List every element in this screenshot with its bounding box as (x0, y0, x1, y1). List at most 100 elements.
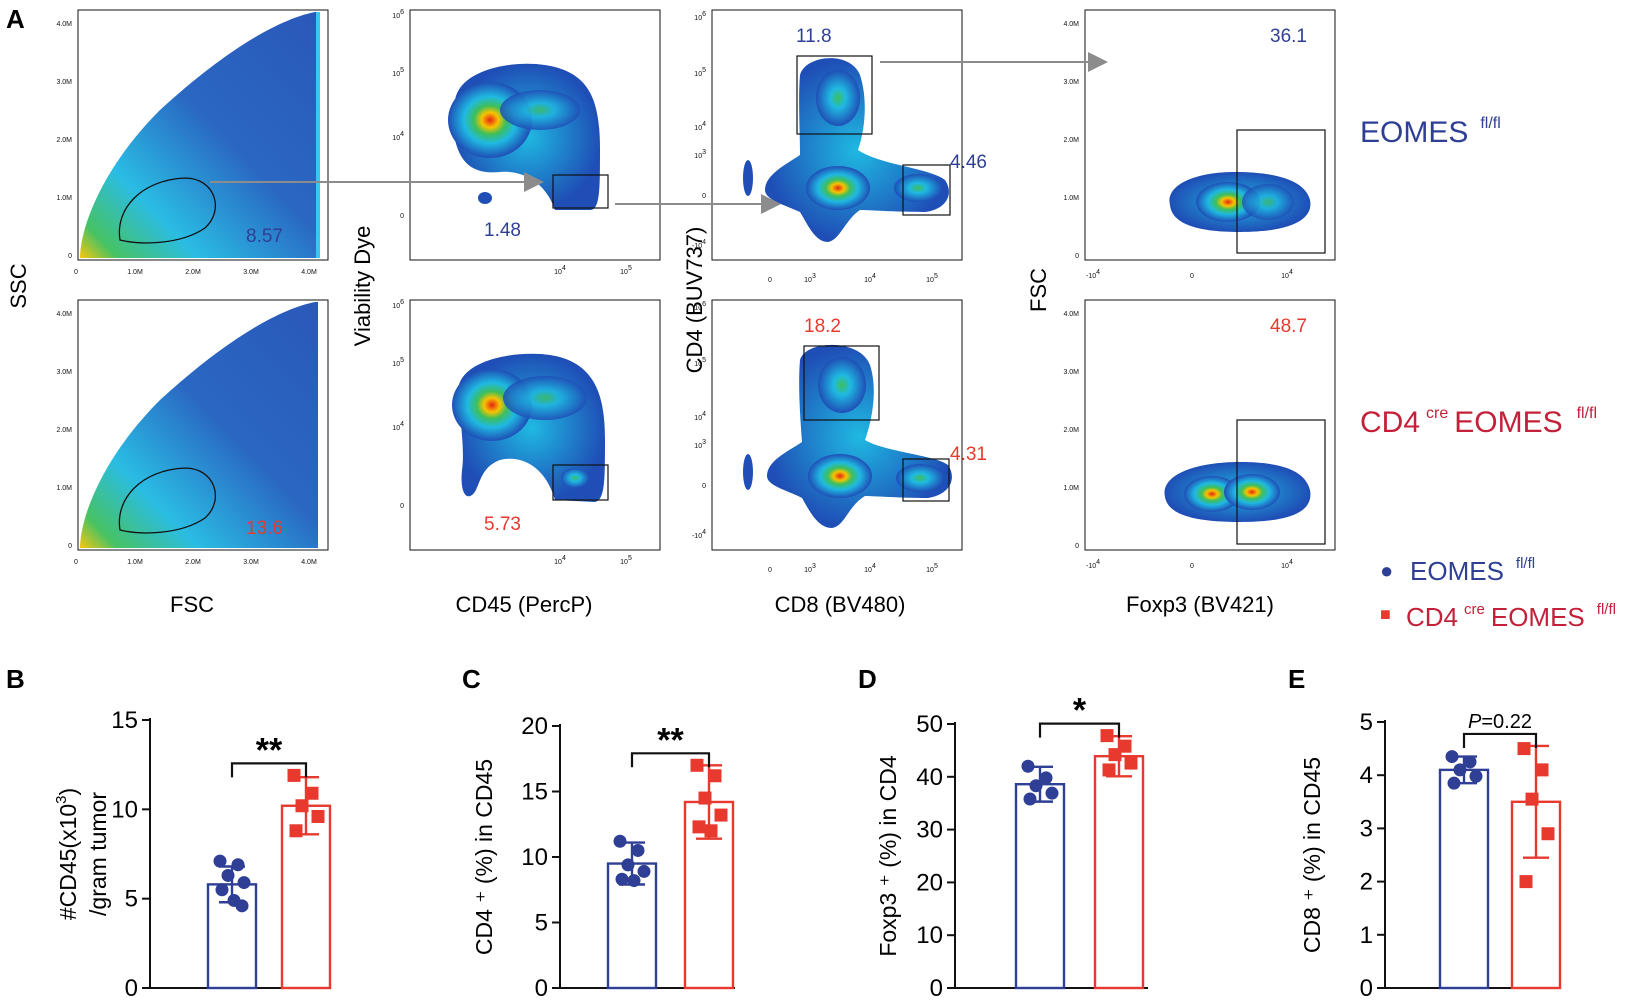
svg-text:2.0M: 2.0M (1063, 427, 1079, 434)
svg-text:105: 105 (694, 357, 706, 368)
svg-text:1.0M: 1.0M (127, 269, 143, 276)
svg-text:-104: -104 (1086, 269, 1100, 280)
y-tick-label: 10 (111, 796, 138, 823)
pct-label: 4.46 (950, 152, 987, 173)
svg-text:104: 104 (864, 563, 876, 574)
svg-text:0: 0 (68, 253, 72, 260)
flow-col1-xlabel: FSC (170, 592, 214, 617)
data-point (1102, 763, 1116, 777)
gate-cd4-bottom (803, 345, 880, 421)
svg-text:2.0M: 2.0M (56, 427, 72, 434)
legend-marker-square: ■ (1380, 604, 1391, 624)
legend-marker-circle: ● (1380, 558, 1393, 583)
y-tick-label: 2 (1360, 869, 1373, 896)
data-point (692, 820, 706, 834)
svg-text:-104: -104 (692, 239, 706, 250)
data-point (221, 868, 235, 882)
data-point (1023, 792, 1037, 806)
svg-text:103: 103 (804, 563, 816, 574)
svg-text:0: 0 (400, 503, 404, 510)
data-point (690, 758, 704, 772)
data-point (213, 854, 227, 868)
svg-text:4.0M: 4.0M (301, 559, 317, 566)
significance-label: * (1073, 692, 1087, 730)
svg-text:105: 105 (694, 67, 706, 78)
data-point (1029, 779, 1043, 793)
svg-text:105: 105 (926, 273, 938, 284)
flow-col2-ylabel: Viability Dye (350, 226, 375, 347)
svg-text:4.0M: 4.0M (56, 311, 72, 318)
svg-text:-104: -104 (1086, 559, 1100, 570)
data-point (287, 768, 301, 782)
pct-label: 18.2 (804, 316, 841, 337)
svg-text:106: 106 (392, 299, 404, 310)
y-tick-label: 0 (535, 975, 548, 1002)
gate-live-cd45-bottom (552, 464, 609, 501)
y-tick-label: 40 (916, 764, 943, 791)
flow-fsc-ssc-top: 8.57 0 1.0M 2.0M 3.0M 4.0M 0 1.0M 2.0M 3… (56, 9, 329, 276)
svg-text:0: 0 (400, 213, 404, 220)
svg-text:2.0M: 2.0M (56, 137, 72, 144)
data-point (237, 876, 251, 890)
data-point (1045, 786, 1059, 800)
flow-cd45-viability-bottom: 5.73 104 105 0 104 105 106 (392, 299, 661, 566)
flow-fsc-ssc-bottom: 13.6 0 1.0M 2.0M 3.0M 4.0M 0 1.0M 2.0M 3… (56, 299, 329, 566)
panel-letter-c: C (462, 664, 481, 694)
svg-text:2.0M: 2.0M (1063, 137, 1079, 144)
data-point (1445, 750, 1459, 764)
flow-cd8-cd4-bottom: 18.2 4.31 0 103 104 105 -104 0 103 104 1… (692, 299, 987, 574)
svg-text:104: 104 (392, 131, 404, 142)
pct-label: 4.31 (950, 444, 987, 465)
y-axis-label: CD8 ⁺ (%) in CD45 (1299, 757, 1325, 953)
y-tick-label: 5 (535, 910, 548, 937)
data-point (1124, 756, 1138, 770)
data-point (1100, 729, 1114, 743)
svg-text:104: 104 (554, 265, 566, 276)
data-point (698, 791, 712, 805)
svg-text:1.0M: 1.0M (1063, 485, 1079, 492)
significance-bracket (230, 762, 308, 778)
svg-text:2.0M: 2.0M (185, 559, 201, 566)
svg-text:3.0M: 3.0M (56, 369, 72, 376)
gate-live-cd45-top (552, 174, 609, 209)
svg-text:0: 0 (1190, 273, 1194, 280)
gate-cd4-top (796, 55, 873, 135)
svg-text:3.0M: 3.0M (56, 79, 72, 86)
svg-text:0: 0 (74, 269, 78, 276)
flow-col1-ylabel: SSC (6, 263, 31, 308)
svg-text:104: 104 (694, 411, 706, 422)
y-tick-label: 10 (521, 844, 548, 871)
flow-col4-xlabel: Foxp3 (BV421) (1126, 592, 1274, 617)
pct-label: 5.73 (484, 514, 521, 535)
svg-text:0: 0 (702, 483, 706, 490)
flow-cd8-cd4-top: 11.8 4.46 0 103 104 105 -104 0 103 104 1… (692, 9, 987, 284)
data-point (1535, 763, 1549, 777)
pct-label: 1.48 (484, 220, 521, 241)
significance-bracket (1038, 722, 1121, 738)
svg-text:103: 103 (694, 439, 706, 450)
data-point (1447, 776, 1461, 790)
svg-text:104: 104 (1281, 269, 1293, 280)
svg-text:104: 104 (554, 555, 566, 566)
y-tick-label: 1 (1360, 922, 1373, 949)
data-point (615, 872, 629, 886)
bar (1093, 755, 1145, 990)
svg-text:105: 105 (620, 265, 632, 276)
svg-text:106: 106 (694, 301, 706, 312)
svg-text:104: 104 (1281, 559, 1293, 570)
flow-col3-xlabel: CD8 (BV480) (775, 592, 906, 617)
bar-chart-e: 0 1 2 3 4 5 CD8 ⁺ (%) in CD45 P=0.22 (1299, 709, 1562, 1002)
data-point (231, 858, 245, 872)
bar (1014, 782, 1066, 990)
significance-bracket (1462, 732, 1538, 748)
gate-lymphocytes-top (118, 177, 216, 244)
svg-text:0: 0 (702, 193, 706, 200)
svg-text:106: 106 (694, 11, 706, 22)
svg-text:-104: -104 (692, 529, 706, 540)
data-point (621, 858, 635, 872)
svg-text:0: 0 (68, 543, 72, 550)
y-tick-label: 0 (1360, 975, 1373, 1002)
significance-label: ** (657, 721, 684, 759)
significance-bracket (630, 752, 711, 768)
